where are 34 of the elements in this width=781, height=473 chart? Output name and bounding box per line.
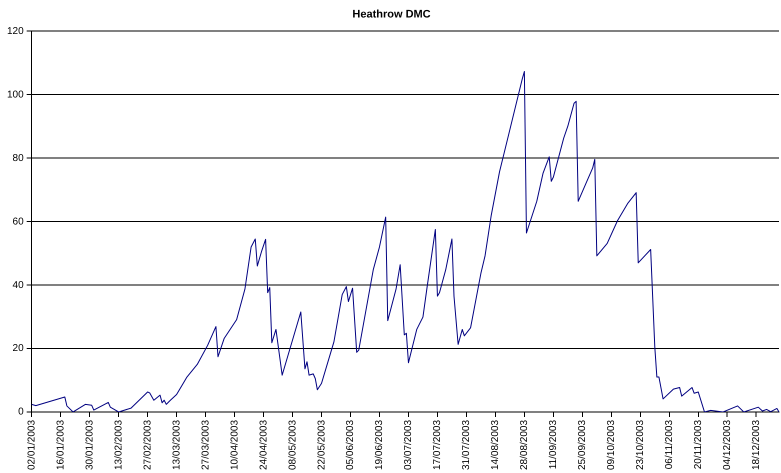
x-tick-label: 14/08/2003 (490, 420, 502, 470)
x-tick-label: 28/08/2003 (519, 420, 530, 470)
y-tick-label: 80 (12, 152, 24, 164)
y-tick-label: 100 (6, 89, 24, 100)
x-tick-label: 11/09/2003 (548, 420, 560, 470)
x-tick-label: 13/03/2003 (171, 420, 182, 470)
x-tick-label: 27/03/2003 (200, 420, 212, 470)
y-tick-label: 0 (18, 406, 24, 418)
x-tick-label: 19/06/2003 (374, 420, 386, 470)
x-tick-label: 13/02/2003 (113, 420, 124, 470)
x-tick-label: 10/04/2003 (229, 420, 240, 470)
x-tick-label: 17/07/2003 (432, 420, 444, 470)
x-tick-label: 27/02/2003 (142, 420, 154, 470)
chart-title: Heathrow DMC (352, 8, 431, 21)
x-tick-label: 20/11/2003 (693, 420, 704, 470)
x-tick-label: 22/05/2003 (316, 420, 328, 470)
x-tick-label: 03/07/2003 (403, 420, 414, 470)
x-tick-label: 24/04/2003 (258, 420, 270, 470)
y-tick-label: 60 (12, 216, 24, 228)
x-tick-label: 31/07/2003 (461, 420, 472, 470)
y-tick-label: 20 (12, 343, 24, 354)
y-tick-label: 120 (6, 26, 24, 37)
y-tick-label: 40 (12, 280, 24, 291)
x-tick-label: 25/09/2003 (577, 420, 588, 470)
x-tick-label: 18/12/2003 (750, 420, 762, 470)
x-tick-label: 23/10/2003 (635, 420, 646, 470)
x-tick-label: 09/10/2003 (606, 420, 618, 470)
x-tick-label: 30/01/2003 (84, 420, 96, 470)
x-tick-label: 05/06/2003 (345, 420, 356, 470)
x-tick-label: 02/01/2003 (26, 420, 38, 470)
x-tick-label: 16/01/2003 (55, 420, 66, 470)
x-tick-label: 08/05/2003 (287, 420, 298, 470)
x-tick-label: 04/12/2003 (722, 420, 733, 470)
x-tick-label: 06/11/2003 (664, 420, 676, 470)
